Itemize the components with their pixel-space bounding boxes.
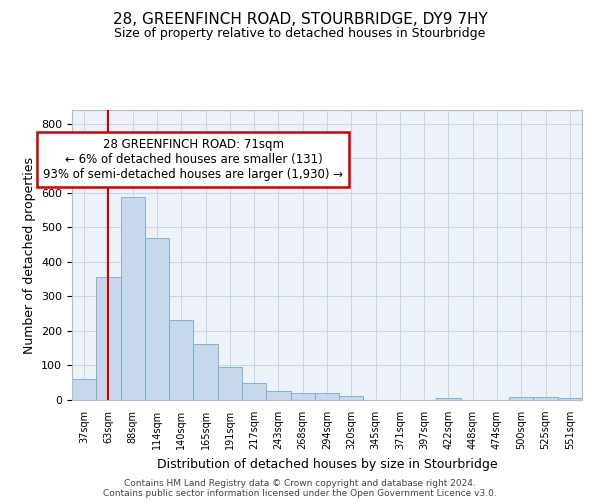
Bar — [509, 397, 533, 400]
Bar — [533, 397, 558, 400]
Text: Contains HM Land Registry data © Crown copyright and database right 2024.: Contains HM Land Registry data © Crown c… — [124, 478, 476, 488]
Bar — [339, 396, 364, 400]
Bar — [436, 398, 461, 400]
Bar — [121, 197, 145, 400]
Text: 28, GREENFINCH ROAD, STOURBRIDGE, DY9 7HY: 28, GREENFINCH ROAD, STOURBRIDGE, DY9 7H… — [113, 12, 487, 28]
Bar — [169, 320, 193, 400]
Text: 28 GREENFINCH ROAD: 71sqm
← 6% of detached houses are smaller (131)
93% of semi-: 28 GREENFINCH ROAD: 71sqm ← 6% of detach… — [43, 138, 343, 180]
Bar — [96, 277, 121, 400]
Bar — [242, 384, 266, 400]
Bar — [290, 393, 315, 400]
X-axis label: Distribution of detached houses by size in Stourbridge: Distribution of detached houses by size … — [157, 458, 497, 470]
Bar — [266, 392, 290, 400]
Y-axis label: Number of detached properties: Number of detached properties — [23, 156, 35, 354]
Text: Contains public sector information licensed under the Open Government Licence v3: Contains public sector information licen… — [103, 488, 497, 498]
Bar — [315, 393, 339, 400]
Text: Size of property relative to detached houses in Stourbridge: Size of property relative to detached ho… — [115, 28, 485, 40]
Bar — [72, 380, 96, 400]
Bar — [218, 367, 242, 400]
Bar — [145, 238, 169, 400]
Bar — [193, 344, 218, 400]
Bar — [558, 398, 582, 400]
